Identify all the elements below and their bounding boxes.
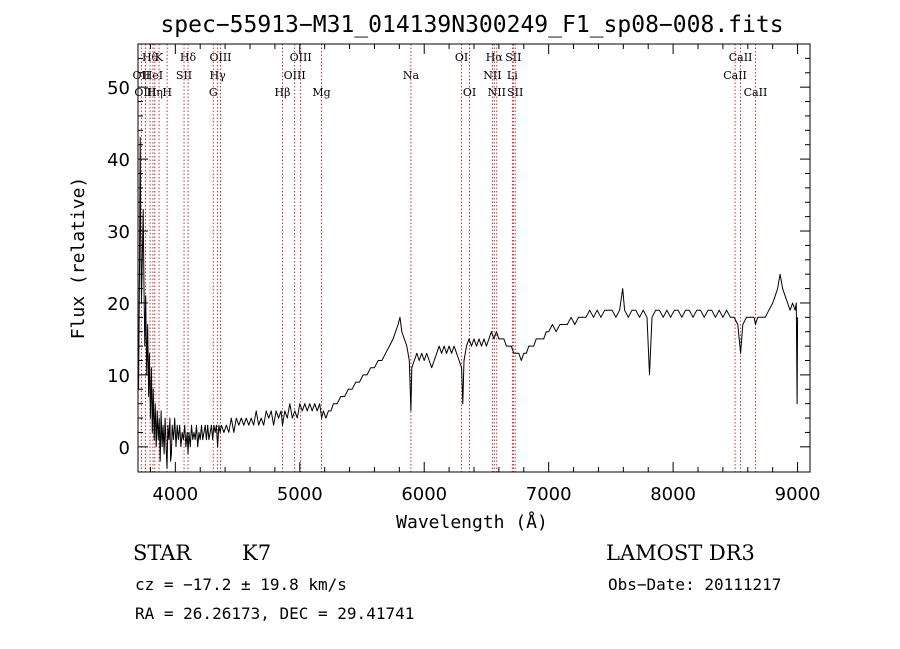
line-marker-label: OI: [455, 51, 468, 64]
object-subclass: K7: [242, 541, 271, 565]
y-tick-label: 40: [107, 150, 130, 171]
y-tick-label: 10: [107, 366, 130, 387]
line-marker-label: Li: [507, 69, 518, 82]
y-tick-label: 0: [119, 438, 130, 459]
x-tick-label: 5000: [277, 484, 323, 505]
obs-date: Obs−Date: 20111217: [608, 575, 781, 594]
line-marker-label: SII: [507, 86, 523, 99]
y-tick-label: 50: [107, 78, 130, 99]
spectrum-line: [138, 137, 799, 469]
line-marker-label: Hα: [486, 51, 504, 64]
y-tick-label: 30: [107, 222, 130, 243]
line-marker-label: SII: [176, 69, 192, 82]
object-class: STAR: [133, 541, 192, 565]
line-marker-label: NII: [488, 86, 506, 99]
line-marker-label: NII: [483, 69, 501, 82]
line-marker-label: OIII: [134, 86, 156, 99]
cz-value: cz = −17.2 ± 19.8 km/s: [135, 575, 347, 594]
line-marker-label: SII: [505, 51, 521, 64]
line-marker-label: CaII: [723, 69, 747, 82]
line-marker-label: Na: [403, 69, 420, 82]
line-marker-label: CaII: [744, 86, 768, 99]
line-marker-label: HeI: [143, 69, 163, 82]
chart-title: spec−55913−M31_014139N300249_F1_sp08−008…: [160, 12, 783, 38]
y-tick-label: 20: [107, 294, 130, 315]
coordinates: RA = 26.26173, DEC = 29.41741: [135, 604, 414, 623]
line-marker-label: OIII: [284, 69, 306, 82]
x-ticks: 4000 5000 6000 7000 8000 9000: [149, 44, 821, 505]
line-marker-label: Hδ: [180, 51, 197, 64]
line-marker-label: OIII: [290, 51, 312, 64]
line-marker-label: Hβ: [275, 86, 291, 99]
plot-frame: [137, 43, 811, 473]
line-marker-label: H: [162, 86, 172, 99]
line-marker-label: Hθ: [142, 51, 159, 64]
x-tick-label: 8000: [650, 484, 696, 505]
x-tick-label: 9000: [775, 484, 821, 505]
x-tick-label: 7000: [526, 484, 572, 505]
x-axis-label: Wavelength (Å): [396, 511, 548, 533]
y-ticks: 0 10 20 30 40 50: [107, 57, 810, 459]
line-marker-label: Mg: [312, 86, 330, 99]
line-marker-label: OIII: [209, 51, 231, 64]
x-tick-label: 4000: [152, 484, 198, 505]
line-marker-label: CaII: [729, 51, 753, 64]
line-marker-label: Hγ: [210, 69, 227, 82]
y-axis-label: Flux (relative): [68, 177, 89, 340]
x-tick-label: 6000: [401, 484, 447, 505]
line-marker-label: G: [209, 86, 218, 99]
line-marker-label: OI: [463, 86, 476, 99]
line-marker-label: Hη: [147, 86, 163, 99]
line-marker-label: K: [155, 51, 164, 64]
survey-name: LAMOST DR3: [606, 541, 755, 565]
